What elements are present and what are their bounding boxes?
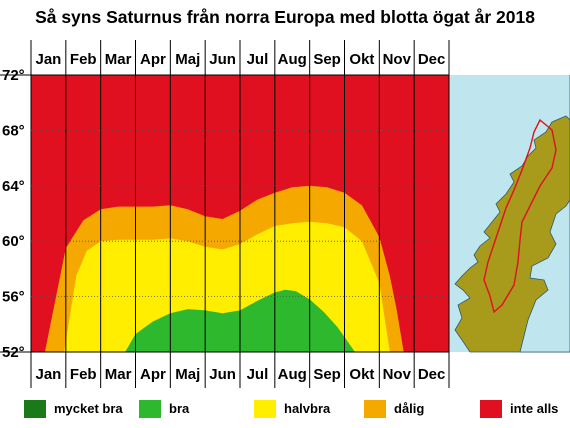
legend-label-bra: bra (169, 401, 190, 416)
month-label-bottom: Apr (140, 366, 166, 383)
saturn-visibility-chart: Jan Jan Feb Feb Mar Mar Apr Apr Maj Maj Jun Jun Jul J… (0, 40, 570, 388)
month-label-bottom: Feb (70, 366, 97, 383)
legend-swatch-halvbra (254, 400, 276, 418)
legend-swatch-bra (139, 400, 161, 418)
month-label-top: Aug (278, 51, 307, 68)
lat-tick-label: 68° (2, 122, 25, 139)
month-label-bottom: Mar (105, 366, 132, 383)
legend-swatch-mycket-bra (24, 400, 46, 418)
lat-tick-label: 56° (2, 289, 25, 306)
month-label-top: Apr (140, 51, 166, 68)
legend-label-mycket-bra: mycket bra (54, 401, 123, 416)
month-label-top: Jan (35, 51, 61, 68)
legend-swatch-dalig (364, 400, 386, 418)
month-label-bottom: Sep (313, 366, 341, 383)
lat-tick-label: 72° (2, 67, 25, 84)
month-label-bottom: Jan (35, 366, 61, 383)
month-label-top: Maj (175, 51, 200, 68)
chart-title: Så syns Saturnus från norra Europa med b… (35, 7, 535, 27)
legend-label-dalig: dålig (394, 401, 425, 416)
month-label-bottom: Jun (209, 366, 236, 383)
legend-label-halvbra: halvbra (284, 401, 331, 416)
month-label-top: Jun (209, 51, 236, 68)
legend: mycket bra bra halvbra dålig inte alls (0, 398, 570, 422)
month-label-bottom: Nov (383, 366, 412, 383)
map-sweden-outline (483, 118, 557, 314)
lat-tick-label: 60° (2, 233, 25, 250)
month-label-bottom: Aug (278, 366, 307, 383)
map-land (454, 75, 570, 353)
month-label-bottom: Dec (418, 366, 446, 383)
lat-tick-label: 64° (2, 178, 25, 195)
month-label-bottom: Jul (247, 366, 269, 383)
month-label-top: Okt (349, 51, 374, 68)
month-label-top: Mar (105, 51, 132, 68)
month-label-top: Jul (247, 51, 269, 68)
month-label-bottom: Maj (175, 366, 200, 383)
legend-swatch-inte-alls (480, 400, 502, 418)
month-label-top: Sep (313, 51, 341, 68)
lat-tick-label: 52° (2, 344, 25, 361)
month-label-bottom: Okt (349, 366, 374, 383)
month-label-top: Nov (383, 51, 412, 68)
map-baltic-sea (519, 199, 570, 353)
month-label-top: Dec (418, 51, 446, 68)
legend-label-inte-alls: inte alls (510, 401, 559, 416)
month-label-top: Feb (70, 51, 97, 68)
